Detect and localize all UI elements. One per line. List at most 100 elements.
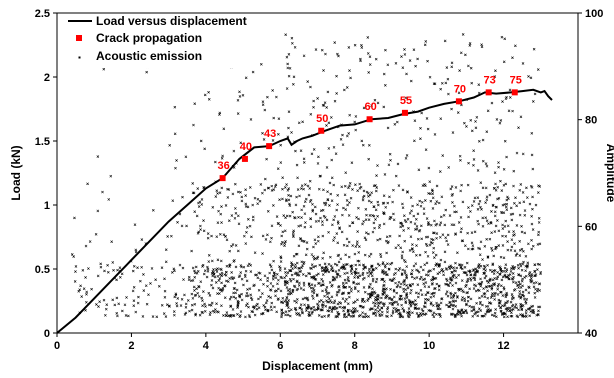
ae-point — [286, 62, 289, 66]
ae-point — [193, 276, 197, 279]
ae-point — [458, 154, 462, 158]
ae-point — [466, 277, 470, 281]
ae-point — [482, 287, 485, 290]
ae-point — [317, 314, 321, 317]
ae-point — [174, 293, 178, 297]
ae-point — [401, 224, 405, 228]
ae-point — [524, 300, 527, 303]
ae-point — [264, 308, 267, 312]
ae-point — [224, 274, 228, 277]
ae-point — [481, 159, 485, 163]
ae-point — [486, 255, 490, 259]
ae-point — [424, 301, 427, 305]
ae-point — [286, 66, 290, 70]
ae-point — [368, 63, 372, 66]
ae-point — [325, 218, 329, 222]
ae-point — [512, 230, 515, 233]
ae-point — [521, 152, 525, 156]
ae-point — [309, 286, 313, 290]
ae-point — [266, 233, 269, 237]
ae-point — [351, 244, 354, 247]
ae-point — [213, 275, 217, 279]
ae-point — [520, 247, 524, 251]
ae-point — [237, 301, 240, 304]
ae-point — [401, 66, 405, 69]
ae-point — [374, 57, 378, 61]
ae-point — [497, 282, 500, 286]
ae-point — [445, 66, 449, 69]
ae-point — [409, 289, 413, 292]
ae-point — [506, 195, 509, 199]
ae-point — [490, 231, 493, 234]
ae-point — [334, 270, 338, 273]
ae-point — [310, 267, 313, 270]
ae-point — [239, 190, 242, 194]
ae-point — [354, 183, 357, 187]
ae-point — [270, 308, 273, 312]
ae-point — [523, 297, 526, 301]
ae-point — [279, 224, 282, 227]
ae-point — [376, 200, 380, 204]
ae-point — [354, 267, 358, 271]
ae-point — [237, 190, 240, 194]
ae-point — [249, 118, 253, 121]
ae-point — [97, 305, 100, 308]
ae-point — [310, 263, 314, 266]
ae-point — [367, 218, 371, 222]
ae-point — [372, 184, 376, 188]
ae-point — [520, 308, 524, 312]
ae-point — [261, 100, 265, 104]
ae-point — [477, 264, 481, 267]
ae-point — [457, 91, 461, 95]
ae-point — [344, 285, 348, 289]
ae-point — [271, 284, 275, 288]
ae-point — [385, 239, 388, 243]
ae-point — [286, 303, 290, 307]
ae-point — [469, 297, 473, 301]
ae-point — [460, 279, 464, 282]
ae-point — [291, 263, 294, 267]
ae-point — [338, 305, 342, 309]
ae-point — [322, 300, 325, 304]
ae-point — [409, 235, 413, 238]
ae-point — [335, 92, 338, 95]
ae-point — [200, 198, 204, 201]
ae-point — [289, 194, 293, 198]
ae-point — [404, 220, 408, 223]
ae-point — [287, 299, 290, 302]
ae-point — [356, 309, 359, 313]
ae-point — [300, 208, 303, 212]
ae-point — [368, 308, 372, 311]
ae-point — [366, 299, 369, 302]
ae-point — [538, 242, 542, 246]
ae-point — [538, 282, 541, 286]
ae-point — [350, 161, 354, 165]
ae-point — [448, 281, 452, 285]
ae-point — [531, 304, 535, 308]
ae-point — [304, 197, 308, 201]
ae-point — [210, 234, 213, 238]
ae-point — [503, 304, 506, 308]
ae-point — [249, 296, 253, 300]
ae-point — [413, 306, 417, 310]
ae-point — [514, 254, 518, 257]
ae-point — [264, 177, 267, 181]
ae-point — [477, 266, 481, 269]
ae-point — [430, 237, 433, 241]
ae-point — [458, 311, 462, 314]
ae-point — [478, 307, 481, 311]
ae-point — [207, 254, 211, 257]
ae-point — [262, 283, 265, 286]
ae-point — [298, 281, 301, 285]
ae-point — [472, 308, 476, 312]
ae-point — [442, 273, 445, 277]
ae-point — [297, 274, 301, 277]
ae-point — [431, 241, 434, 245]
ae-point — [370, 291, 373, 295]
ae-point — [398, 297, 402, 300]
ae-point — [424, 281, 428, 284]
y-tick-label: 1.5 — [35, 136, 50, 148]
ae-point — [302, 157, 306, 161]
ae-point — [216, 267, 219, 270]
ae-point — [219, 212, 223, 216]
